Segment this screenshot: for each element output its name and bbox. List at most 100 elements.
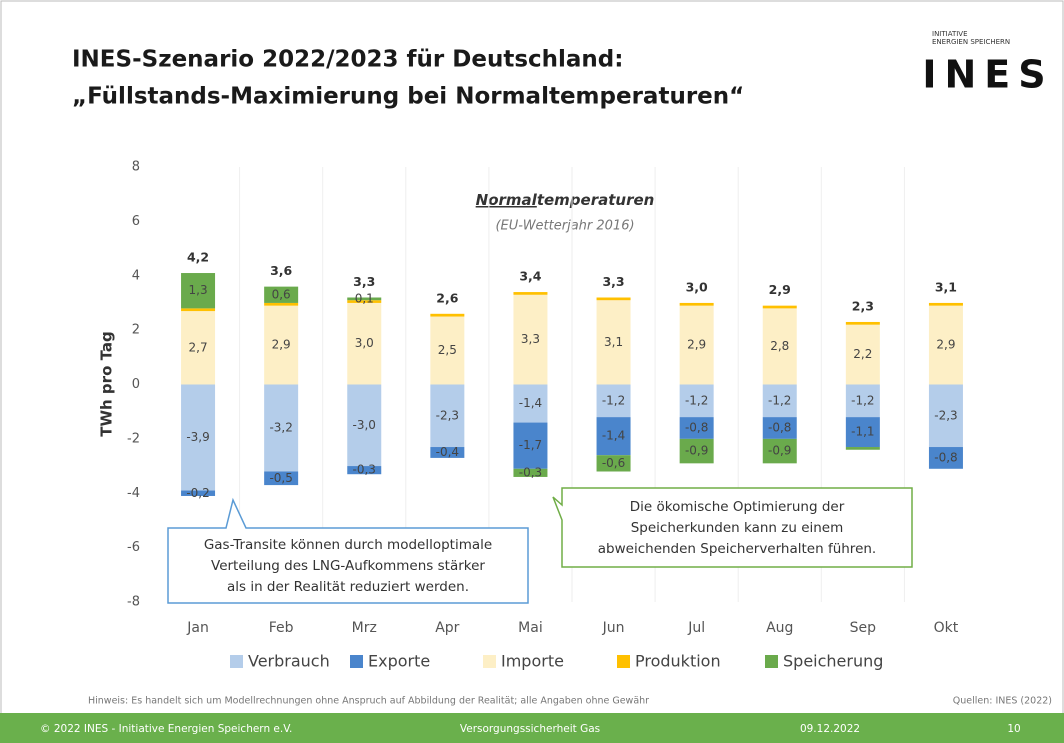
bar-segment [928,302,963,306]
x-tick-label: Okt [934,620,959,636]
value-label: 2,2 [853,347,872,361]
callout-text: als in der Realität reduziert werden. [227,579,469,595]
bar-segment [679,384,714,418]
x-tick-label: Mai [518,620,543,636]
value-label: 2,7 [189,340,208,354]
value-label: 2,9 [936,338,955,352]
total-label: 2,3 [852,298,874,313]
value-label: 0,6 [272,287,291,301]
callout: Gas-Transite können durch modelloptimale… [167,497,529,604]
bar-segment [596,384,631,418]
bar-segment [264,286,299,303]
value-label: -1,7 [519,438,542,452]
y-tick-label: 8 [132,160,140,175]
legend-swatch [617,655,630,668]
bar-segment [845,324,880,385]
value-label: -0,5 [269,471,292,485]
legend-swatch [483,655,496,668]
bar-segment [264,305,299,385]
value-label: -1,4 [602,429,625,443]
footer-text: Versorgungssicherheit Gas [460,723,600,735]
y-tick-label: 6 [132,214,140,229]
value-label: 0,1 [355,291,374,305]
total-label: 2,6 [436,290,458,305]
value-label: -0,9 [768,444,791,458]
bar-segment [679,438,714,464]
total-label: 3,4 [519,269,541,284]
x-tick-label: Aug [766,620,793,636]
bar-segment [845,447,880,450]
value-label: 1,3 [189,283,208,297]
bar-segment [347,384,382,467]
bar-segment [928,305,963,385]
bar-segment [430,384,465,448]
callout-box [552,487,913,568]
logo-small: INITIATIVE [932,30,968,38]
bar-segment [513,384,548,423]
x-tick-label: Feb [269,620,294,636]
y-tick-label: -2 [127,431,140,446]
bar-segment [513,294,548,385]
bar-segment [679,305,714,385]
logo-small: ENERGIEN SPEICHERN [932,38,1010,46]
value-label: -1,2 [602,393,625,407]
value-label: -0,8 [768,421,791,435]
bar-segment [264,384,299,472]
bar-segment [596,417,631,456]
bar-segment [845,417,880,448]
total-label: 3,3 [353,274,375,289]
value-label: 2,9 [272,338,291,352]
bar-segment [596,297,631,301]
value-label: 3,3 [521,332,540,346]
annotation-part: temperaturen [537,191,655,209]
x-tick-label: Jul [687,620,705,636]
value-label: -1,2 [851,393,874,407]
value-label: -3,0 [353,418,376,432]
total-label: 4,2 [187,250,209,265]
y-tick-label: -4 [127,486,140,501]
total-label: 2,9 [769,282,791,297]
bar-segment [181,384,216,491]
bar-segment [430,447,465,458]
value-label: -2,3 [934,408,957,422]
bar-segment [513,292,548,295]
callout-text: Speicherkunden kann zu einem [631,520,844,536]
legend-label: Verbrauch [248,652,330,671]
x-tick-label: Jan [186,620,209,636]
x-tick-label: Jun [602,620,625,636]
legend-swatch [350,655,363,668]
footer-text: © 2022 INES - Initiative Energien Speich… [40,723,292,735]
value-label: 2,5 [438,343,457,357]
legend-label: Speicherung [783,652,883,671]
bar-segment [181,311,216,385]
total-label: 3,6 [270,263,292,278]
logo: INES [922,53,1053,97]
value-label: 3,0 [355,336,374,350]
bar-segment [596,455,631,472]
legend-label: Exporte [368,652,430,671]
callout-text: Die ökomische Optimierung der [630,499,845,515]
legend-swatch [230,655,243,668]
callout-text: abweichenden Speicherverhalten führen. [598,541,876,557]
value-label: -0,3 [353,463,376,477]
value-label: -1,2 [685,393,708,407]
y-tick-label: 2 [132,323,140,338]
bar-segment [347,302,382,385]
title-line: INES-Szenario 2022/2023 für Deutschland: [72,47,623,73]
y-axis-label: TWh pro Tag [98,331,116,437]
bar-segment [928,447,963,469]
bar-segment [762,438,797,464]
bar-segment [347,466,382,475]
value-label: -0,6 [602,456,625,470]
total-label: 3,3 [602,274,624,289]
x-tick-label: Mrz [352,620,377,636]
y-tick-label: -6 [127,540,140,555]
annotation: Normaltemperaturen [476,191,655,209]
value-label: -0,9 [685,444,708,458]
callout-text: Gas-Transite können durch modelloptimale [204,537,492,553]
bar-segment [679,417,714,439]
total-label: 3,1 [935,279,957,294]
bar-segment [181,273,216,309]
